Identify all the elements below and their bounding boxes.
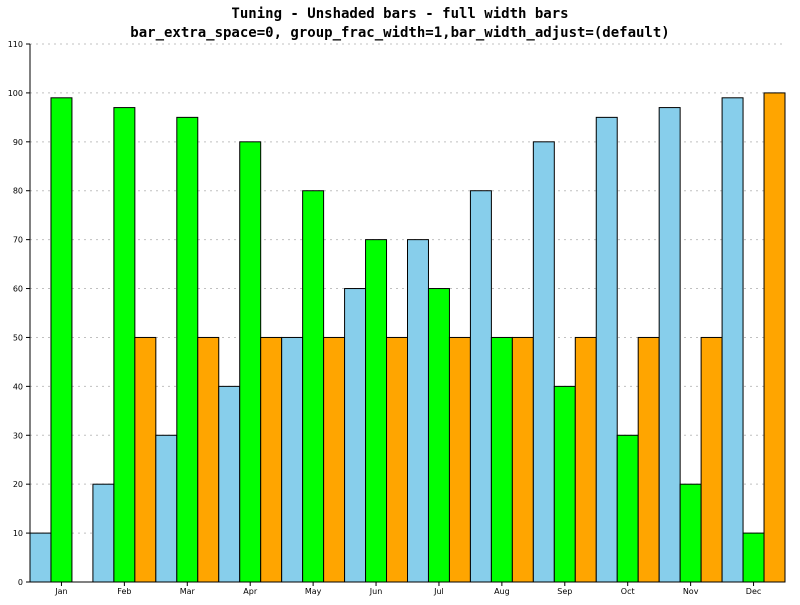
bar-sep-s1 [532, 141, 555, 583]
y-tick-label: 40 [13, 382, 23, 391]
y-tick-label: 50 [13, 333, 23, 342]
chart-subtitle: bar_extra_space=0, group_frac_width=1,ba… [130, 25, 669, 41]
x-tick-label: Jul [433, 587, 444, 596]
y-tick-label: 20 [13, 480, 23, 489]
x-tick-label: Oct [621, 587, 635, 596]
x-tick-label: Sep [557, 587, 572, 596]
axes [26, 43, 785, 586]
y-tick-label: 30 [13, 431, 23, 440]
x-tick-label: Jun [369, 587, 383, 596]
x-tick-label: Jan [54, 587, 67, 596]
y-tick-label: 70 [13, 236, 23, 245]
x-tick-label: Dec [746, 587, 761, 596]
bar-apr-s3 [260, 336, 283, 583]
chart-title: Tuning - Unshaded bars - full width bars [231, 6, 568, 22]
bar-feb-s3 [134, 336, 157, 583]
bar-nov-s2 [679, 483, 702, 583]
bar-dec-s1 [721, 97, 744, 583]
bar-apr-s2 [239, 141, 262, 583]
bar-feb-s2 [113, 107, 136, 583]
bar-sep-s2 [553, 385, 576, 583]
bar-aug-s3 [511, 336, 534, 583]
bar-apr-s1 [218, 385, 241, 583]
bar-jan-s1 [29, 532, 52, 583]
bar-jun-s3 [386, 336, 408, 583]
y-tick-label: 100 [8, 89, 23, 98]
x-tick-label: Aug [494, 587, 510, 596]
y-tick-label: 110 [8, 40, 23, 49]
bar-nov-s3 [700, 336, 723, 583]
bar-sep-s3 [574, 336, 597, 583]
bar-aug-s2 [490, 336, 513, 583]
bar-jun-s1 [344, 288, 367, 583]
y-tick-label: 0 [18, 578, 23, 587]
bar-jul-s3 [448, 336, 471, 583]
bar-nov-s1 [658, 107, 681, 583]
y-tick-label: 90 [13, 138, 23, 147]
x-tick-label: Nov [683, 587, 699, 596]
bar-mar-s3 [197, 336, 220, 583]
bar-mar-s2 [176, 116, 199, 583]
bar-dec-s2 [742, 532, 765, 583]
y-tick-label: 60 [13, 285, 23, 294]
bar-jul-s1 [407, 239, 429, 583]
bar-may-s1 [281, 336, 304, 583]
bar-may-s2 [302, 190, 325, 583]
bars [29, 92, 786, 583]
bar-oct-s1 [595, 116, 618, 583]
bar-jan-s2 [50, 97, 73, 583]
tick-labels: 0 10 20 30 40 50 60 70 80 90 100 110 Jan Feb Mar Apr May… [8, 40, 762, 596]
x-tick-label: May [305, 587, 322, 596]
bar-dec-s3 [763, 92, 786, 583]
y-tick-label: 10 [13, 529, 23, 538]
bar-oct-s2 [616, 434, 639, 583]
bar-mar-s1 [155, 434, 178, 583]
x-tick-label: Apr [243, 587, 258, 596]
bar-jul-s2 [427, 288, 450, 583]
bar-aug-s1 [469, 190, 492, 583]
x-tick-label: Mar [180, 587, 196, 596]
bar-feb-s1 [92, 483, 115, 583]
x-tick-label: Feb [117, 587, 131, 596]
bar-oct-s3 [637, 336, 660, 583]
bar-may-s3 [323, 336, 346, 583]
bar-jun-s2 [365, 239, 388, 583]
y-tick-label: 80 [13, 187, 23, 196]
